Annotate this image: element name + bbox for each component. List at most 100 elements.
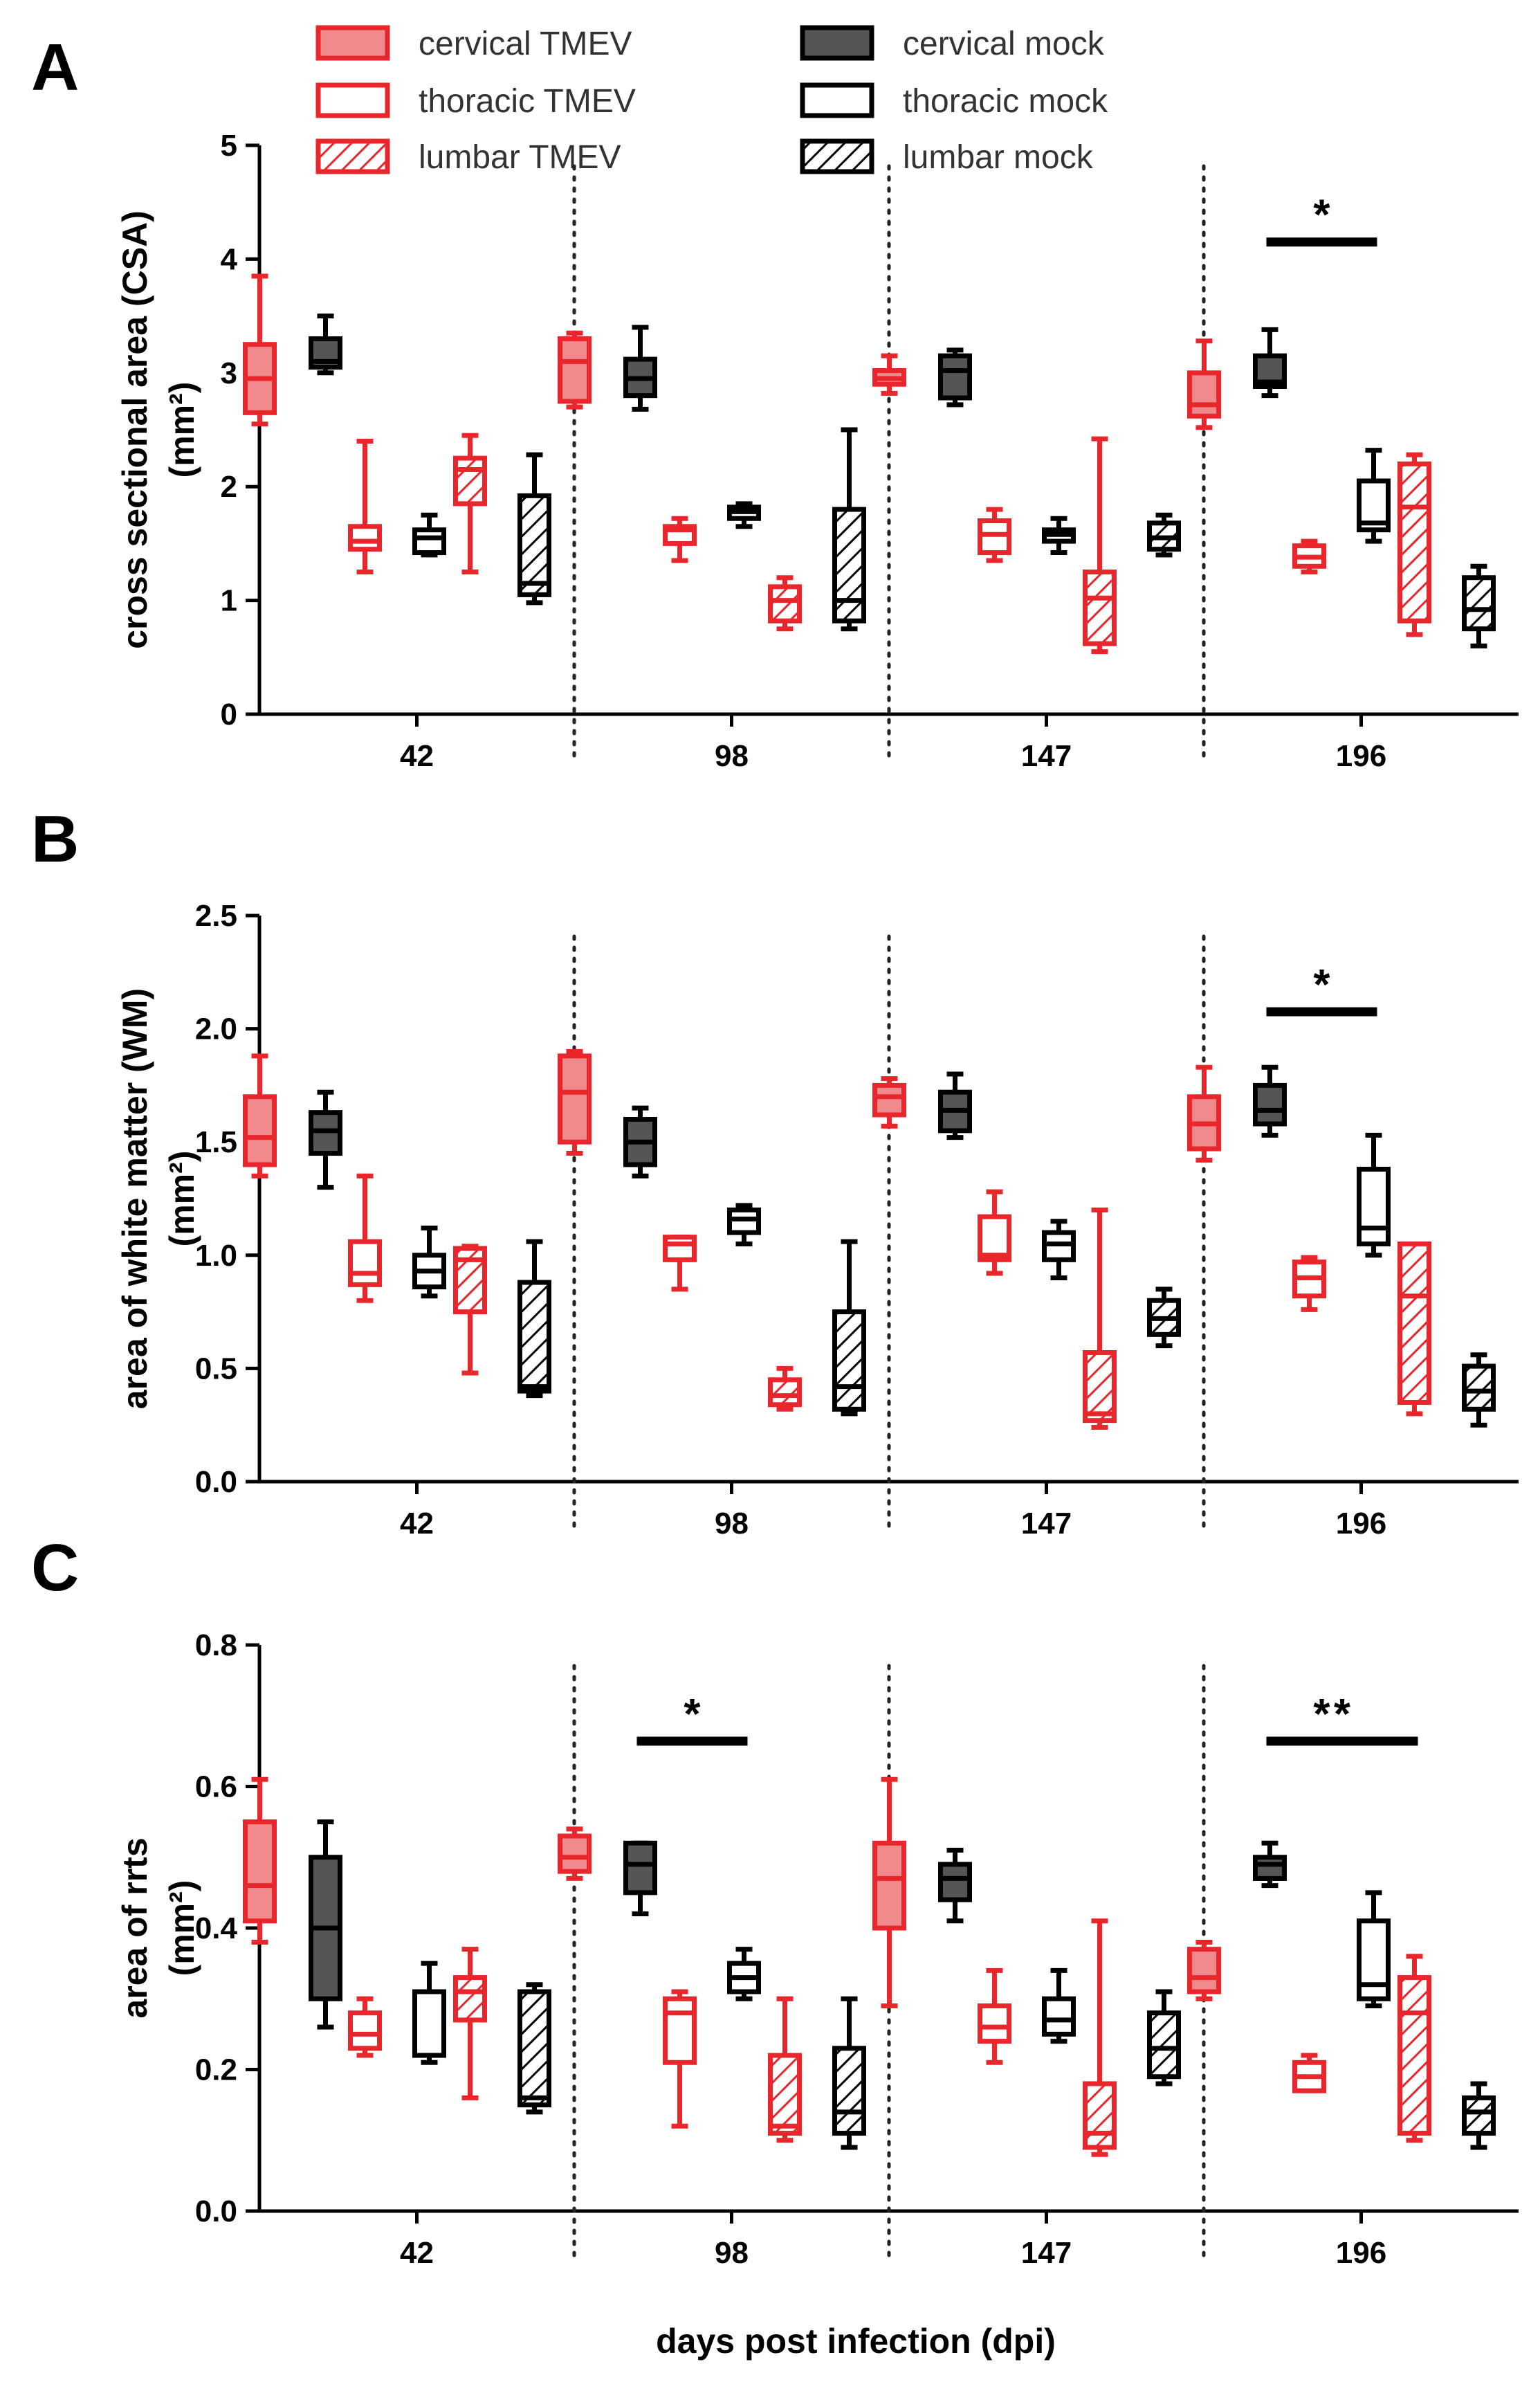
box-cervical-mock: [309, 313, 342, 376]
legend-item: lumbar TMEV: [315, 138, 621, 176]
box-thoracic-tmev: [663, 1989, 697, 2129]
box-thoracic-tmev: [1292, 1255, 1326, 1312]
y-tick-label: 0.0: [195, 2194, 237, 2228]
box-lumbar-tmev: [453, 1244, 487, 1376]
y-tick-label: 1: [221, 584, 237, 618]
y-axis-unit: (mm²): [163, 1880, 201, 1976]
x-tick-label: 196: [1336, 1507, 1386, 1540]
legend-swatch: [800, 82, 874, 118]
legend-swatch: [800, 138, 874, 174]
box-lumbar-mock: [832, 427, 866, 632]
box-iqr: [453, 1975, 487, 2023]
box-cervical-tmev: [1187, 1939, 1221, 2001]
significance-marker: *: [1266, 1691, 1377, 1746]
box-iqr: [243, 1094, 277, 1167]
significance-star: *: [684, 1691, 701, 1738]
legend-label: thoracic TMEV: [419, 83, 636, 120]
box-thoracic-mock: [1357, 448, 1391, 544]
box-iqr: [663, 1996, 697, 2065]
x-tick-label: 98: [715, 2236, 749, 2270]
y-tick-label: 0.2: [195, 2053, 237, 2087]
panel-letter: C: [31, 1531, 79, 1605]
box-iqr: [1462, 575, 1496, 632]
y-tick-label: 1.5: [195, 1125, 237, 1159]
box-lumbar-mock: [832, 1996, 866, 2150]
significance-marker: *: [1266, 192, 1377, 247]
box-iqr: [1083, 2081, 1117, 2150]
box-iqr: [1147, 2010, 1181, 2080]
box-iqr: [623, 1840, 657, 1895]
box-iqr: [348, 1239, 382, 1287]
box-thoracic-tmev: [348, 1996, 382, 2058]
y-tick-label: 5: [221, 129, 237, 163]
x-tick-label: 42: [400, 2236, 434, 2270]
y-tick-label: 2.5: [195, 899, 237, 933]
box-iqr: [1083, 570, 1117, 646]
box-lumbar-tmev: [1397, 1954, 1431, 2143]
box-iqr: [558, 1833, 592, 1874]
box-lumbar-mock: [517, 1982, 551, 2115]
box-lumbar-tmev: [1397, 1241, 1431, 1417]
box-thoracic-tmev: [978, 1967, 1011, 2065]
box-cervical-mock: [1253, 1064, 1287, 1138]
legend-label: lumbar mock: [903, 139, 1094, 176]
box-iqr: [978, 1214, 1011, 1262]
y-axis-unit: (mm²): [163, 1151, 201, 1247]
box-iqr: [348, 2010, 382, 2051]
legend-item: thoracic TMEV: [315, 82, 636, 120]
box-iqr: [1042, 1996, 1076, 2037]
legend-label: thoracic mock: [903, 83, 1108, 120]
legend-label: lumbar TMEV: [419, 139, 621, 176]
box-cervical-tmev: [558, 1048, 592, 1156]
box-iqr: [832, 2046, 866, 2136]
box-iqr: [1253, 1855, 1287, 1881]
significance-star: *: [1313, 192, 1330, 239]
box-lumbar-tmev: [768, 1996, 802, 2143]
box-iqr: [517, 1989, 551, 2108]
box-cervical-mock: [938, 1848, 972, 1924]
legend-item: cervical TMEV: [315, 25, 632, 62]
box-iqr: [1397, 1241, 1431, 1405]
box-lumbar-tmev: [768, 575, 802, 632]
y-tick-label: 4: [221, 242, 238, 276]
x-tick-label: 98: [715, 1507, 749, 1540]
box-iqr: [872, 1082, 906, 1118]
y-axis-label: cross sectional area (CSA): [116, 210, 154, 649]
legend-item: cervical mock: [800, 25, 1105, 62]
box-thoracic-mock: [1357, 1890, 1391, 2008]
box-thoracic-mock: [1357, 1132, 1391, 1258]
box-iqr: [1357, 1918, 1391, 2001]
box-thoracic-tmev: [663, 1235, 697, 1292]
y-tick-label: 0.4: [195, 1911, 238, 1945]
box-cervical-mock: [623, 1840, 657, 1917]
y-tick-label: 0.5: [195, 1352, 237, 1385]
box-lumbar-mock: [517, 452, 551, 606]
significance-star: *: [1313, 961, 1330, 1009]
box-cervical-mock: [1253, 327, 1287, 399]
box-lumbar-tmev: [1397, 452, 1431, 637]
box-iqr: [1357, 1166, 1391, 1246]
box-iqr: [832, 1309, 866, 1412]
legend-label: cervical mock: [903, 26, 1105, 62]
box-iqr: [1462, 2095, 1496, 2136]
y-axis-label: area of white matter (WM): [116, 988, 154, 1409]
box-thoracic-mock: [412, 1961, 446, 2065]
box-thoracic-tmev: [978, 507, 1011, 563]
y-axis-unit: (mm²): [163, 382, 201, 478]
y-tick-label: 0.6: [195, 1770, 237, 1804]
box-cervical-tmev: [1187, 1064, 1221, 1163]
box-cervical-mock: [938, 1071, 972, 1140]
box-thoracic-tmev: [348, 438, 382, 574]
box-iqr: [412, 1989, 446, 2058]
y-tick-label: 0.0: [195, 1465, 237, 1499]
x-tick-label: 42: [400, 739, 434, 773]
box-thoracic-tmev: [978, 1189, 1011, 1276]
box-iqr: [1397, 461, 1431, 624]
y-tick-label: 2.0: [195, 1012, 237, 1046]
box-thoracic-tmev: [1292, 2053, 1326, 2093]
box-iqr: [412, 527, 446, 556]
